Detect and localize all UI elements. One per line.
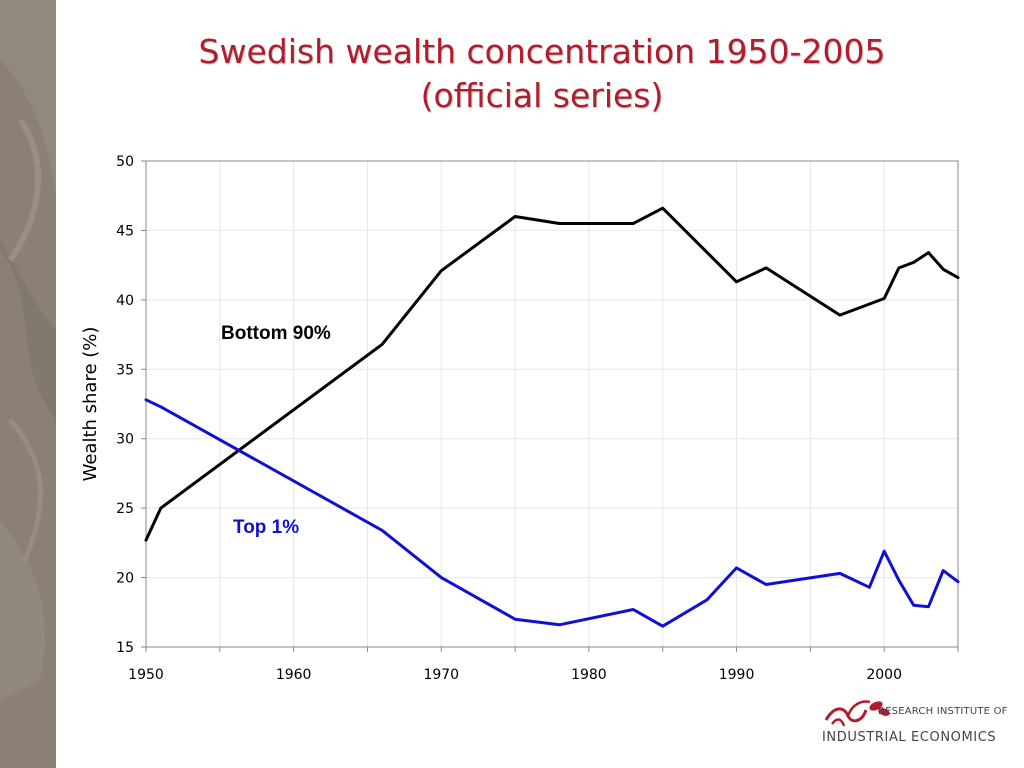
series-line-top-1 — [144, 398, 960, 628]
series-label-bottom-90: Bottom 90% — [221, 323, 331, 344]
y-axis-label: Wealth share (%) — [80, 327, 101, 482]
y-tick-label: 25 — [116, 501, 134, 517]
research-institute-logo: RESEARCH INSTITUTE OF INDUSTRIAL ECONOMI… — [818, 696, 1018, 756]
x-tick-label: 1990 — [719, 667, 755, 683]
x-tick-label: 2000 — [866, 667, 902, 683]
y-tick-label: 45 — [116, 223, 134, 239]
logo-text-line-2: INDUSTRIAL ECONOMICS — [822, 730, 997, 745]
chart-axes: 15 20 25 30 35 40 45 50 1950 1960 1970 1980 1990 2000 — [116, 154, 959, 683]
logo-text-line-1: RESEARCH INSTITUTE OF — [878, 706, 1008, 717]
x-tick-label: 1950 — [128, 667, 164, 683]
series-line-bottom-90 — [144, 206, 960, 542]
series-layer — [144, 206, 960, 628]
slide-title: Swedish wealth concentration 1950-2005 (… — [60, 30, 1024, 118]
series-label-top-1: Top 1% — [233, 517, 299, 538]
plot-area-border — [145, 160, 959, 648]
logo-mark-icon — [824, 700, 890, 727]
y-tick-label: 35 — [116, 362, 134, 378]
title-line-2: (official series) — [420, 76, 664, 115]
x-tick-label: 1960 — [276, 667, 312, 683]
y-tick-label: 30 — [116, 432, 134, 448]
y-tick-label: 15 — [116, 640, 134, 656]
y-tick-label: 40 — [116, 293, 134, 309]
y-tick-label: 50 — [116, 154, 134, 170]
title-line-1: Swedish wealth concentration 1950-2005 — [198, 32, 886, 71]
x-tick-label: 1980 — [571, 667, 607, 683]
decorative-sidebar — [0, 0, 56, 768]
x-tick-label: 1970 — [423, 667, 459, 683]
y-tick-label: 20 — [116, 571, 134, 587]
